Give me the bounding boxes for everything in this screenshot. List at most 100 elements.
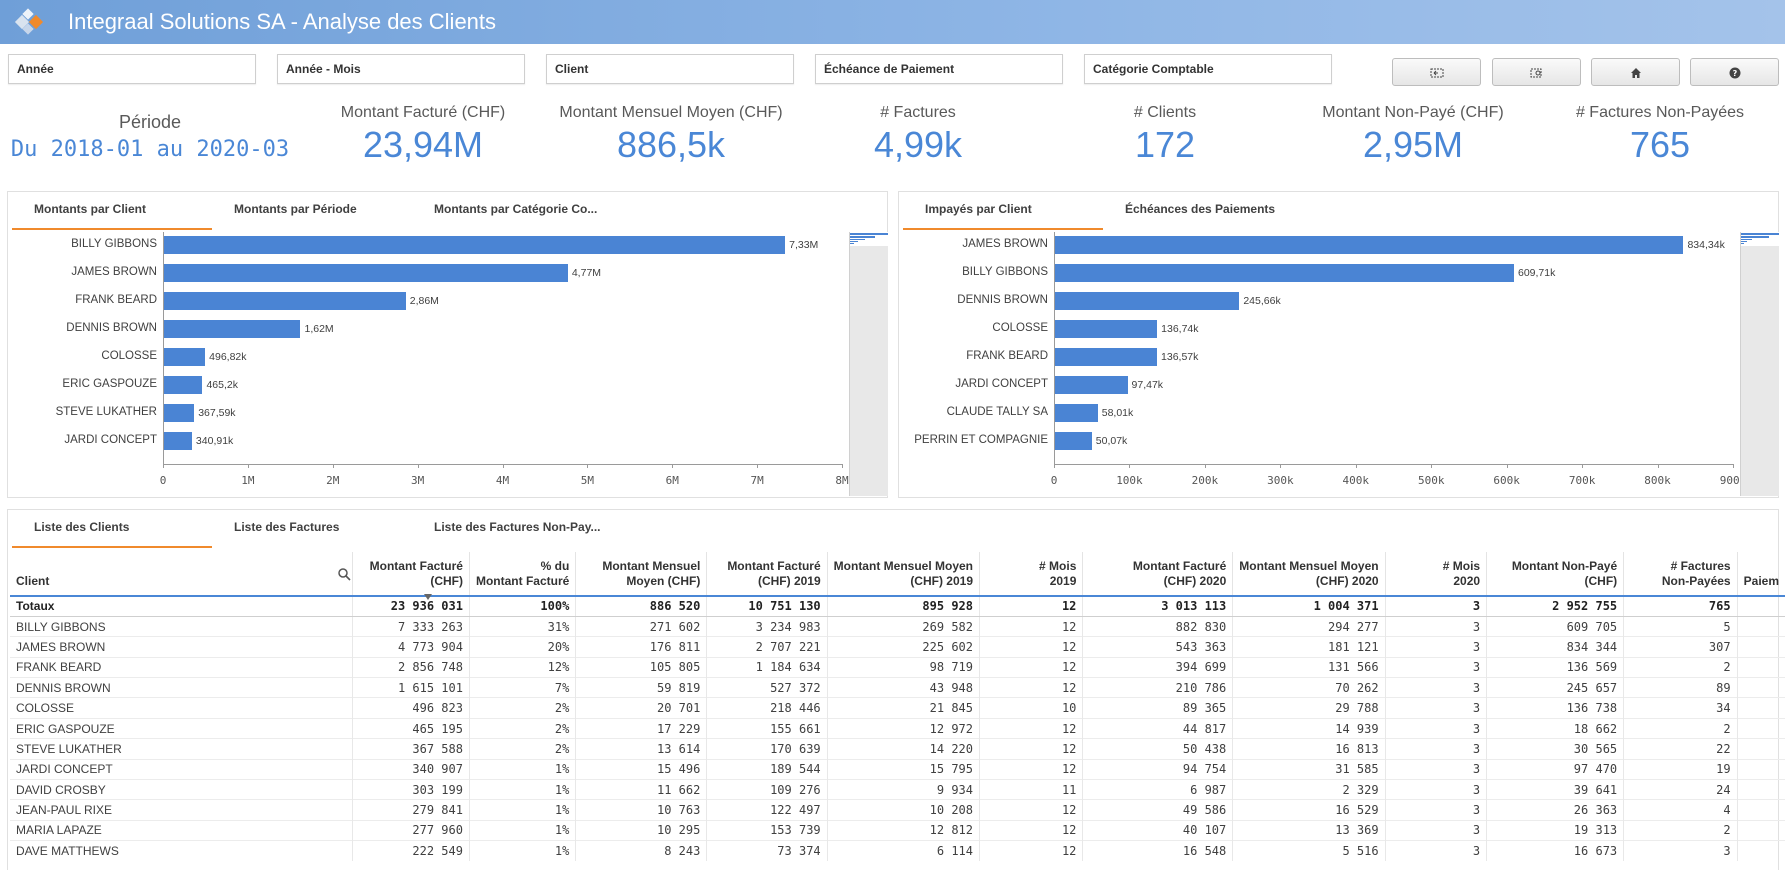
client-name-cell[interactable]: FRANK BEARD (10, 656, 353, 678)
bar[interactable] (1054, 292, 1240, 310)
totals-row[interactable]: Totaux 23 936 031 100% 886 520 10 751 130 895… (10, 594, 1785, 617)
client-name-cell[interactable]: STEVE LUKATHER (10, 738, 353, 760)
column-header[interactable]: # Mois 2019 (978, 552, 1083, 596)
tab-montants-par-client[interactable]: Montants par Client (34, 202, 147, 216)
bar[interactable] (163, 404, 195, 422)
tab-liste-des-factures[interactable]: Liste des Factures (234, 520, 340, 534)
bar[interactable] (1054, 404, 1098, 422)
tab-impayes-par-client[interactable]: Impayés par Client (925, 202, 1032, 216)
bar-category-label[interactable]: JAMES BROWN (71, 266, 157, 278)
column-header[interactable]: Montant Mensuel Moyen (CHF) (575, 552, 707, 596)
table-cell: 22 (1623, 738, 1738, 760)
tab-montants-par-periode[interactable]: Montants par Période (234, 202, 357, 216)
column-header[interactable]: # Factures Non-Payées (1623, 552, 1738, 596)
filter-echeance-paiement[interactable]: Échéance de Paiement (815, 54, 1063, 84)
bar[interactable] (163, 320, 301, 338)
bar-category-label[interactable]: JAMES BROWN (962, 238, 1048, 250)
table-row[interactable]: MARIA LAPAZE 277 960 1% 10 295 153 739 12 812… (10, 819, 1785, 841)
client-name-cell[interactable]: DENNIS BROWN (10, 677, 353, 698)
bar[interactable] (163, 292, 406, 310)
bar-category-label[interactable]: STEVE LUKATHER (55, 406, 157, 418)
table-cell: 12 (978, 677, 1083, 698)
table-row[interactable]: JARDI CONCEPT 340 907 1% 15 496 189 544 15 79… (10, 758, 1785, 780)
client-name-cell[interactable]: COLOSSE (10, 697, 353, 719)
chart-scrollbar[interactable] (849, 232, 888, 496)
table-row[interactable]: DENNIS BROWN 1 615 101 7% 59 819 527 372 43 9… (10, 677, 1785, 698)
table-row[interactable]: JEAN-PAUL RIXE 279 841 1% 10 763 122 497 10 2… (10, 799, 1785, 821)
column-header[interactable]: Montant Facturé (CHF) 2020 (1082, 552, 1233, 596)
bar-category-label[interactable]: FRANK BEARD (966, 350, 1048, 362)
client-name-cell[interactable]: JEAN-PAUL RIXE (10, 799, 353, 821)
bar[interactable] (1054, 320, 1158, 338)
bar[interactable] (1054, 376, 1128, 394)
bar[interactable] (1054, 432, 1092, 450)
bar[interactable] (1054, 264, 1514, 282)
table-cell: 136 569 (1486, 656, 1624, 678)
tab-liste-factures-non-payees[interactable]: Liste des Factures Non-Pay... (434, 520, 601, 534)
bar[interactable] (163, 264, 568, 282)
chart-scrollbar[interactable] (1740, 232, 1779, 496)
column-header[interactable]: Montant Facturé (CHF) 2019 (706, 552, 828, 596)
filter-categorie-comptable[interactable]: Catégorie Comptable (1084, 54, 1332, 84)
clear-selections-button[interactable] (1392, 58, 1481, 86)
bar-category-label[interactable]: BILLY GIBBONS (962, 266, 1048, 278)
table-cell: 15 795 (826, 758, 980, 780)
x-tick-label: 400k (1342, 474, 1370, 487)
sort-descending-icon[interactable] (424, 594, 432, 600)
search-icon[interactable] (338, 568, 351, 581)
bar-category-label[interactable]: ERIC GASPOUZE (62, 378, 157, 390)
column-header[interactable]: Montant Mensuel Moyen (CHF) 2019 (826, 552, 980, 596)
bar-category-label[interactable]: CLAUDE TALLY SA (946, 406, 1048, 418)
x-tick-mark (757, 464, 759, 468)
bar-category-label[interactable]: DENNIS BROWN (957, 294, 1048, 306)
bar-category-label[interactable]: JARDI CONCEPT (64, 434, 157, 446)
bar-category-label[interactable]: COLOSSE (992, 322, 1048, 334)
client-name-cell[interactable]: DAVE MATTHEWS (10, 840, 353, 862)
tab-montants-par-categorie[interactable]: Montants par Catégorie Co... (434, 202, 598, 216)
bar-category-label[interactable]: JARDI CONCEPT (955, 378, 1048, 390)
bar-category-label[interactable]: BILLY GIBBONS (71, 238, 157, 250)
bar-category-label[interactable]: DENNIS BROWN (66, 322, 157, 334)
table-cell: 43 948 (826, 677, 980, 698)
bar-category-label[interactable]: FRANK BEARD (75, 294, 157, 306)
table-row[interactable]: COLOSSE 496 823 2% 20 701 218 446 21 845 10 89 … (10, 697, 1785, 719)
home-button[interactable] (1591, 58, 1680, 86)
bar[interactable] (1054, 348, 1158, 366)
client-name-cell[interactable]: JAMES BROWN (10, 636, 353, 658)
client-name-cell[interactable]: BILLY GIBBONS (10, 615, 353, 637)
bar[interactable] (163, 348, 206, 366)
bar[interactable] (163, 376, 203, 394)
bar[interactable] (163, 236, 786, 254)
bar-category-label[interactable]: COLOSSE (101, 350, 157, 362)
table-row[interactable]: STEVE LUKATHER 367 588 2% 13 614 170 639 14 2… (10, 738, 1785, 760)
column-header[interactable]: Client (16, 574, 50, 588)
bar[interactable] (1054, 236, 1684, 254)
client-name-cell[interactable]: ERIC GASPOUZE (10, 717, 353, 739)
column-header[interactable]: % du Montant Facturé (468, 552, 576, 596)
table-cell: 49 586 (1082, 799, 1233, 821)
client-name-cell[interactable]: MARIA LAPAZE (10, 819, 353, 841)
tab-liste-des-clients[interactable]: Liste des Clients (34, 520, 130, 534)
client-name-cell[interactable]: Totaux (10, 594, 353, 617)
column-header[interactable]: Montant Facturé (CHF) (351, 552, 470, 596)
selection-tool-button[interactable] (1492, 58, 1581, 86)
tab-echeances-paiements[interactable]: Échéances des Paiements (1125, 202, 1276, 216)
table-row[interactable]: BILLY GIBBONS 7 333 263 31% 271 602 3 234 98… (10, 615, 1785, 637)
client-name-cell[interactable]: JARDI CONCEPT (10, 758, 353, 780)
table-row[interactable]: ERIC GASPOUZE 465 195 2% 17 229 155 661 12 97… (10, 717, 1785, 739)
column-header[interactable]: Montant Mensuel Moyen (CHF) 2020 (1232, 552, 1386, 596)
table-row[interactable]: DAVE MATTHEWS 222 549 1% 8 243 73 374 6 114 12… (10, 840, 1785, 862)
table-row[interactable]: FRANK BEARD 2 856 748 12% 105 805 1 184 634 9… (10, 656, 1785, 678)
filter-annee-mois[interactable]: Année - Mois (277, 54, 525, 84)
bar-category-label[interactable]: PERRIN ET COMPAGNIE (914, 434, 1048, 446)
column-header[interactable]: Paiem (1736, 552, 1785, 596)
filter-annee[interactable]: Année (8, 54, 256, 84)
help-button[interactable]: ? (1690, 58, 1779, 86)
column-header[interactable]: # Mois 2020 (1384, 552, 1487, 596)
table-row[interactable]: JAMES BROWN 4 773 904 20% 176 811 2 707 221 2… (10, 636, 1785, 658)
filter-client[interactable]: Client (546, 54, 794, 84)
table-row[interactable]: DAVID CROSBY 303 199 1% 11 662 109 276 9 934 1… (10, 779, 1785, 800)
column-header[interactable]: Montant Non-Payé (CHF) (1486, 552, 1624, 596)
client-name-cell[interactable]: DAVID CROSBY (10, 779, 353, 800)
bar[interactable] (163, 432, 192, 450)
